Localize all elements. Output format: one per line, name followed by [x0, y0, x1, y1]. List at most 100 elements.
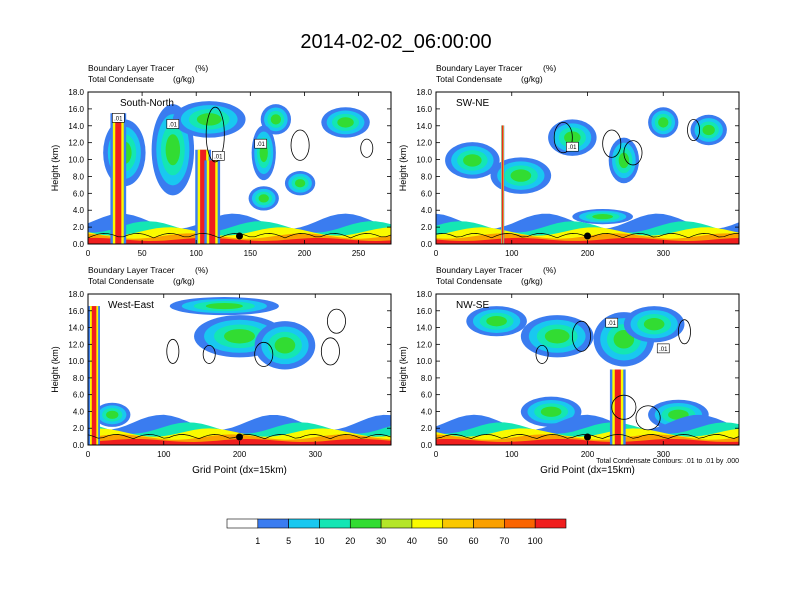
y-tick-label: 4.0: [73, 206, 85, 215]
header-tracer-unit: (%): [195, 265, 208, 275]
panel-label: NW-SE: [456, 300, 489, 311]
colorbar-swatch: [534, 518, 567, 529]
colorbar-label: 1: [255, 536, 260, 546]
y-tick-label: 10.0: [68, 156, 84, 165]
tracer-field: [88, 297, 391, 445]
panel-label: West-East: [108, 300, 154, 311]
condensate-contour: [320, 337, 340, 366]
header-tracer: Boundary Layer Tracer: [436, 63, 523, 73]
y-tick-label: 2.0: [73, 424, 85, 433]
y-axis-label: Height (km): [50, 346, 60, 393]
y-tick-label: 18.0: [68, 290, 84, 299]
tracer-plume: [209, 160, 216, 244]
contour-label: .01: [257, 142, 266, 148]
y-tick-label: 0.0: [73, 240, 85, 249]
x-tick-label: 100: [505, 450, 519, 459]
colorbar-label: 100: [528, 536, 543, 546]
y-tick-label: 8.0: [421, 374, 433, 383]
field-cell: [463, 154, 482, 167]
field-cell: [592, 214, 613, 220]
tracer-plume: [614, 369, 621, 445]
y-tick-label: 0.0: [73, 441, 85, 450]
panel-label: SW-NE: [456, 98, 489, 109]
x-tick-label: 200: [298, 249, 312, 258]
field-cell: [224, 329, 255, 344]
contour-label: .01: [114, 116, 123, 122]
location-marker: [584, 433, 591, 441]
x-tick-label: 150: [244, 249, 258, 258]
field-cell: [643, 318, 665, 331]
colorbar-label: 20: [345, 536, 355, 546]
condensate-contour: [202, 344, 216, 364]
y-tick-label: 16.0: [416, 307, 432, 316]
colorbar: 1 5 10 20 30 40 50 60 70 100: [226, 518, 567, 546]
tracer-plume: [115, 113, 122, 244]
condensate-contour: [687, 118, 701, 142]
tracer-field: [436, 306, 739, 445]
colorbar-label: 5: [286, 536, 291, 546]
tracer-plume: [502, 125, 504, 244]
y-tick-label: 4.0: [421, 407, 433, 416]
header-condensate-unit: (g/kg): [521, 74, 543, 84]
header-tracer-unit: (%): [195, 63, 208, 73]
y-tick-label: 18.0: [68, 88, 84, 97]
colorbar-label: 50: [438, 536, 448, 546]
condensate-contour: [535, 344, 549, 364]
header-tracer: Boundary Layer Tracer: [436, 265, 523, 275]
field-cell: [106, 410, 119, 419]
condensate-contour: [678, 319, 691, 345]
condensate-contour: [623, 140, 643, 166]
x-tick-label: 0: [434, 249, 439, 258]
x-tick-label: 250: [352, 249, 366, 258]
header-tracer: Boundary Layer Tracer: [88, 265, 175, 275]
contour-label: .01: [659, 347, 668, 353]
colorbar-swatch: [442, 518, 474, 529]
y-tick-label: 12.0: [68, 139, 84, 148]
colorbar-label: 70: [499, 536, 509, 546]
chart-panel-1: .01 .01 .01 .01 0.0 2.0 4.0 6.0 8.0 10.0 12.0 14.0 1…: [50, 63, 392, 258]
y-tick-label: 18.0: [416, 290, 432, 299]
chart-panel-3: 0.0 2.0 4.0 6.0 8.0 10.0 12.0 14.0 16.0 18.0 0 100 2…: [50, 265, 392, 476]
field-cell: [486, 316, 507, 327]
x-tick-label: 0: [86, 450, 91, 459]
panel-label: South-North: [120, 98, 174, 109]
tracer-plume: [91, 306, 97, 445]
contour-label-box: [656, 343, 670, 354]
x-tick-label: 0: [434, 450, 439, 459]
contour-label-box: [112, 113, 125, 123]
field-cell: [274, 337, 296, 354]
y-tick-label: 16.0: [416, 105, 432, 114]
header-condensate: Total Condensate: [88, 276, 154, 286]
header-tracer-unit: (%): [543, 63, 556, 73]
header-tracer-unit: (%): [543, 265, 556, 275]
x-tick-label: 300: [309, 450, 323, 459]
header-condensate-unit: (g/kg): [173, 74, 195, 84]
header-condensate: Total Condensate: [88, 74, 154, 84]
x-tick-label: 0: [86, 249, 91, 258]
y-axis-label: Height (km): [398, 145, 408, 192]
contour-label-box: [605, 317, 619, 328]
colorbar-swatch: [257, 518, 289, 529]
y-tick-label: 4.0: [73, 407, 85, 416]
y-tick-label: 14.0: [68, 122, 84, 131]
colorbar-swatch: [319, 518, 351, 529]
colorbar-label: 40: [407, 536, 417, 546]
condensate-contour: [571, 320, 591, 352]
y-axis-label: Height (km): [50, 145, 60, 192]
x-tick-label: 200: [233, 450, 247, 459]
colorbar-swatch: [473, 518, 505, 529]
colorbar-swatch: [226, 518, 259, 529]
contour-label: .01: [214, 154, 223, 160]
plot-frame: [87, 91, 392, 245]
y-tick-label: 16.0: [68, 105, 84, 114]
contour-footnote: Total Condensate Contours: .01 to .01 by…: [596, 458, 739, 465]
contour-label-box: [254, 138, 268, 149]
contour-label: .01: [169, 122, 178, 128]
y-tick-label: 10.0: [68, 357, 84, 366]
condensate-contour: [254, 341, 274, 367]
contour-label-box: [566, 141, 579, 152]
condensate-contour: [326, 308, 346, 334]
boundary-layer-band: [88, 237, 391, 244]
condensate-contour: [360, 138, 374, 158]
